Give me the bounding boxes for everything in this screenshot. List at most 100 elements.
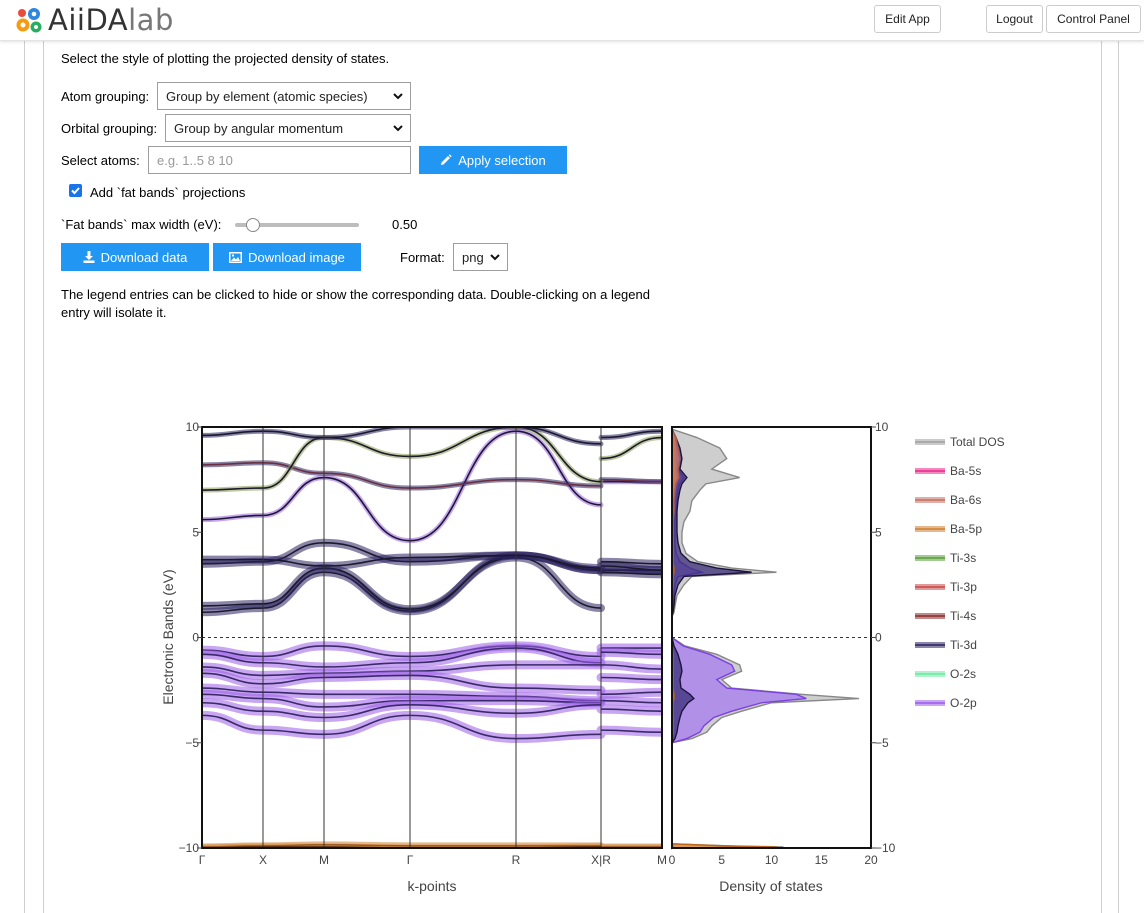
conduction-band-line-1 [202, 556, 662, 610]
aiidalab-logo[interactable]: AiiDAlab [14, 3, 174, 37]
dos-xtick-label-2: 10 [765, 853, 779, 867]
logout-button[interactable]: Logout [986, 5, 1043, 33]
legend-item-ti-3p[interactable]: Ti-3p [915, 580, 977, 594]
legend-item-total-dos[interactable]: Total DOS [915, 435, 1005, 449]
fat-bands-checkbox[interactable] [69, 184, 82, 197]
valence-band-line-4 [202, 687, 662, 702]
download-image-button[interactable]: Download image [213, 243, 361, 271]
valence-band-line-0 [202, 645, 662, 658]
dos-frame [671, 426, 872, 849]
dos-ytick-label-0: 10 [875, 420, 889, 434]
conduction-fatband-0 [202, 551, 662, 617]
download-data-button[interactable]: Download data [61, 243, 209, 271]
legend-item-ti-4s[interactable]: Ti-4s [915, 609, 976, 623]
valence-fatband-0 [202, 641, 662, 661]
conduction-band-line-6 [202, 427, 662, 491]
bands-xlabel: k-points [407, 878, 456, 894]
bands-ytick-label-2: 0 [192, 631, 199, 645]
valence-fatband-4 [202, 683, 662, 706]
dos-xlabel: Density of states [719, 878, 823, 894]
dos-area-ba-6s [671, 428, 681, 848]
page-border-right [1118, 40, 1119, 913]
bands-ylabel: Electronic Bands (eV) [160, 569, 176, 704]
k-point-label-2: M [319, 853, 329, 867]
fat-bands-width-slider-handle[interactable] [246, 218, 260, 232]
valence-fatband-3 [202, 668, 662, 695]
fat-bands-checkbox-label: Add `fat bands` projections [90, 185, 246, 200]
fat-bands-width-slider-track[interactable] [235, 223, 359, 227]
legend-item-ti-3d[interactable]: Ti-3d [915, 638, 977, 652]
legend-item-ba-5s[interactable]: Ba-5s [915, 464, 981, 478]
dos-ytick-label-4: −10 [875, 841, 896, 855]
valence-fatband-5 [202, 689, 662, 712]
valence-band-line-1 [202, 647, 662, 668]
select-atoms-input[interactable] [148, 146, 411, 174]
apply-selection-label: Apply selection [458, 152, 546, 168]
image-icon [229, 251, 243, 263]
dos-plot-area [671, 428, 860, 850]
panel-border-left [43, 40, 44, 913]
atom-grouping-select[interactable]: Group by element (atomic species) [157, 82, 411, 110]
legend-label: Ba-5s [950, 464, 981, 478]
dos-ytick-label-1: 5 [875, 525, 882, 539]
fat-bands-width-label: `Fat bands` max width (eV): [61, 217, 222, 232]
legend-label: Ba-6s [950, 493, 981, 507]
bands-ytick-label-1: 5 [192, 525, 199, 539]
legend-label: O-2s [950, 667, 976, 681]
k-point-label-1: X [259, 853, 267, 867]
legend-item-o-2s[interactable]: O-2s [915, 667, 976, 681]
legend-label: O-2p [950, 696, 977, 710]
dos-xtick-label-3: 15 [815, 853, 829, 867]
panel-border-right [1101, 40, 1102, 913]
legend-item-ti-3s[interactable]: Ti-3s [915, 551, 976, 565]
legend-item-ba-5p[interactable]: Ba-5p [915, 522, 982, 536]
atom-grouping-value: Group by element (atomic species) [166, 88, 368, 104]
valence-fatband-7 [202, 710, 662, 744]
conduction-fatband-4 [202, 428, 662, 544]
download-data-label: Download data [100, 249, 188, 265]
legend-label: Ti-3p [950, 580, 977, 594]
legend-label: Ti-3s [950, 551, 976, 565]
legend-item-o-2p[interactable]: O-2p [915, 696, 977, 710]
conduction-band-line-2 [202, 541, 662, 571]
k-point-label-5: X|R [591, 853, 611, 867]
dos-area-total-dos [671, 428, 860, 849]
valence-band-line-6 [202, 701, 662, 719]
control-panel-button[interactable]: Control Panel [1046, 5, 1141, 33]
dos-area-ti-3d [671, 428, 752, 848]
logo-text: AiiDAlab [48, 3, 174, 37]
chart-legend: Total DOS Ba-5s Ba-6s Ba-5p Ti-3s Ti-3p Ti-4s T… [915, 435, 1005, 710]
conduction-fatband-5 [202, 460, 662, 491]
dos-xtick-label-4: 20 [864, 853, 878, 867]
legend-label: Ti-3d [950, 638, 977, 652]
valence-band-line-2 [202, 664, 662, 677]
conduction-fatband-1 [202, 553, 662, 614]
conduction-fatband-2 [202, 538, 662, 575]
chevron-down-icon [393, 93, 403, 100]
legend-item-ba-6s[interactable]: Ba-6s [915, 493, 981, 507]
valence-band-line-3 [202, 672, 662, 691]
page-border-left [24, 40, 25, 913]
pencil-icon [441, 154, 452, 165]
conduction-fatband-6 [202, 427, 662, 493]
dos-xtick-label-0: 0 [669, 853, 676, 867]
conduction-band-line-5 [202, 461, 662, 489]
orbital-grouping-select[interactable]: Group by angular momentum [165, 114, 411, 142]
valence-fatband-6 [202, 698, 662, 722]
k-point-label-6: M [657, 853, 667, 867]
dos-ytick-label-2: 0 [875, 631, 882, 645]
core-fatband-0 [202, 841, 662, 848]
gear-cluster-icon [16, 8, 42, 33]
dos-ytick-label-3: −5 [875, 736, 889, 750]
format-select[interactable]: png [453, 243, 508, 271]
valence-band-line-5 [202, 693, 662, 708]
intro-text: Select the style of plotting the project… [61, 51, 390, 66]
edit-app-button[interactable]: Edit App [874, 5, 941, 33]
chevron-down-icon [490, 254, 500, 261]
apply-selection-button[interactable]: Apply selection [419, 146, 567, 174]
core-band-line-0 [202, 844, 662, 848]
dos-area-ba-5p [671, 428, 777, 849]
conduction-fatband-3 [202, 551, 662, 573]
valence-fatband-2 [202, 660, 662, 680]
atom-grouping-label: Atom grouping: [61, 89, 150, 104]
